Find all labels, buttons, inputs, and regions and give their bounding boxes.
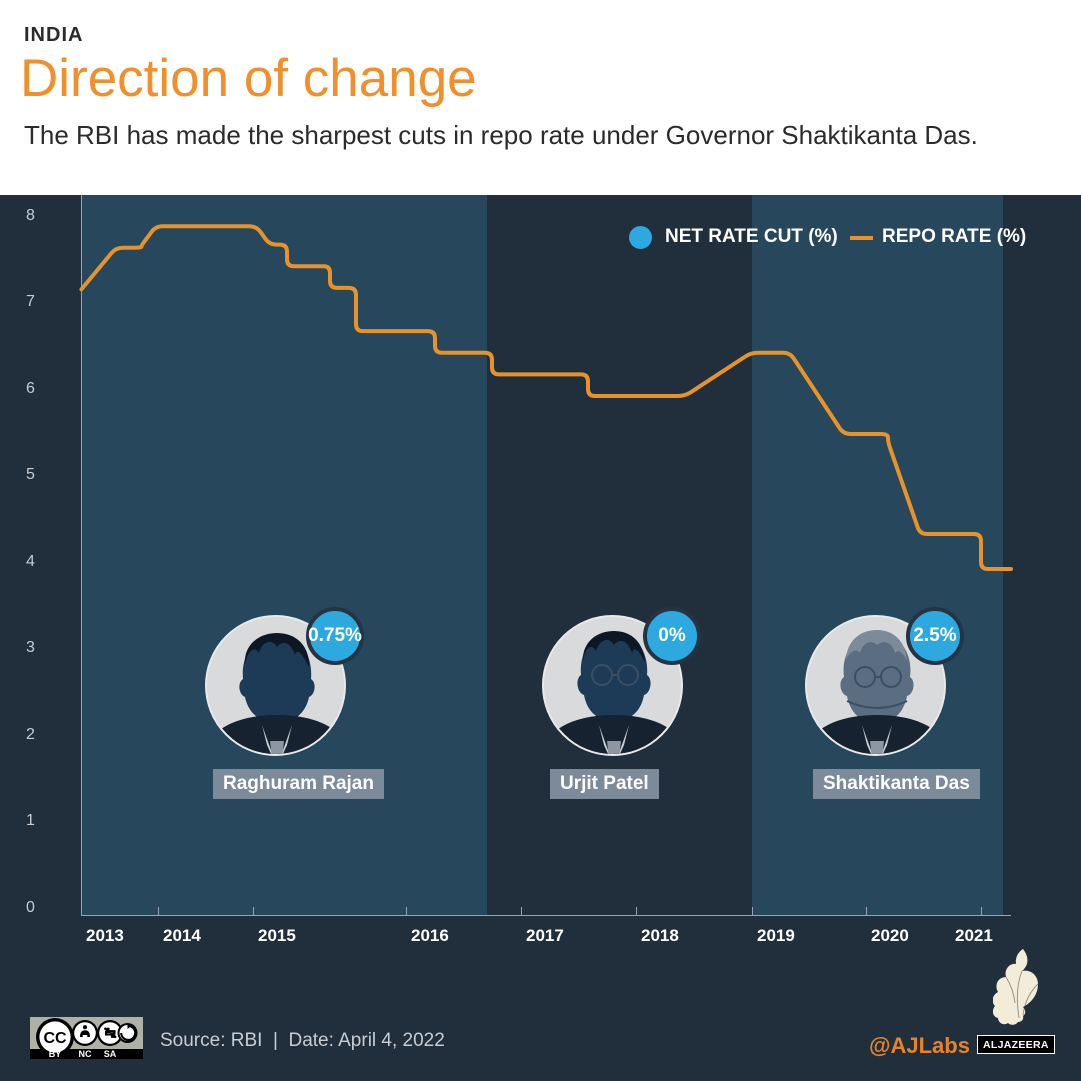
svg-text:SA: SA (104, 1049, 117, 1059)
svg-text:BY: BY (49, 1049, 62, 1059)
svg-text:NC: NC (79, 1049, 92, 1059)
svg-text:CC: CC (43, 1030, 67, 1047)
